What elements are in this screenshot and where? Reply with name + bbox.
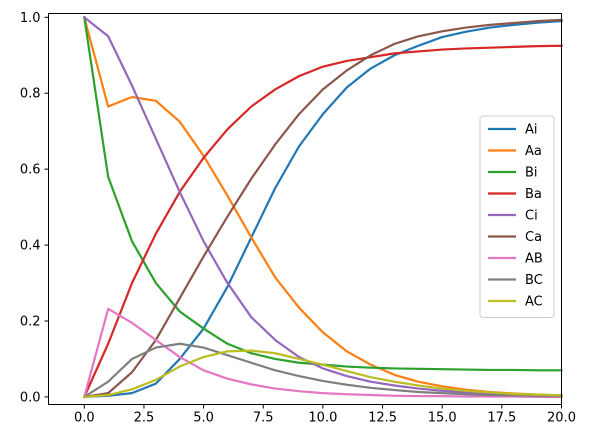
legend-label-aa: Aa xyxy=(525,144,542,159)
x-tick-label: 17.5 xyxy=(487,411,516,426)
y-tick-label: 1.0 xyxy=(20,11,41,26)
x-tick-label: 7.5 xyxy=(253,411,274,426)
y-tick-label: 0.6 xyxy=(20,163,41,178)
x-tick-label: 2.5 xyxy=(134,411,155,426)
x-tick-label: 12.5 xyxy=(368,411,397,426)
series-line-ac xyxy=(83,349,563,399)
legend-label-ai: Ai xyxy=(525,123,538,138)
series-line-bc xyxy=(82,342,563,399)
series-line-ca xyxy=(83,18,563,399)
axes-layer: 0.0 2.5 5.0 7.5 10.0 12.5 15.0 17.5 20.0 0.0 0.2 0.… xyxy=(20,11,576,426)
x-tick-label: 5.0 xyxy=(193,411,214,426)
plot-background xyxy=(48,13,562,405)
x-tick-label: 20.0 xyxy=(547,411,576,426)
legend-label-ba: Ba xyxy=(525,187,542,202)
legend-label-ac: AC xyxy=(525,295,543,310)
legend-box xyxy=(479,115,555,318)
series-line-ba xyxy=(82,44,563,399)
y-tick-label: 0.4 xyxy=(20,239,41,254)
legend: Ai Aa Bi Ba Ci Ca AB BC AC xyxy=(479,115,555,318)
y-tick-label: 0.2 xyxy=(20,314,41,329)
legend-label-ca: Ca xyxy=(525,230,542,245)
x-tick-label: 15.0 xyxy=(428,411,457,426)
x-tick-label: 10.0 xyxy=(308,411,337,426)
legend-label-ab: AB xyxy=(525,252,543,267)
axes-frame xyxy=(48,13,562,405)
x-tick-label: 0.0 xyxy=(74,411,95,426)
series-line-ci xyxy=(82,15,563,397)
y-tick-label: 0.8 xyxy=(20,87,41,102)
legend-label-bi: Bi xyxy=(525,166,538,181)
series-layer xyxy=(82,15,563,399)
legend-label-ci: Ci xyxy=(525,209,538,224)
legend-label-bc: BC xyxy=(525,273,543,288)
y-tick-label: 0.0 xyxy=(20,390,41,405)
